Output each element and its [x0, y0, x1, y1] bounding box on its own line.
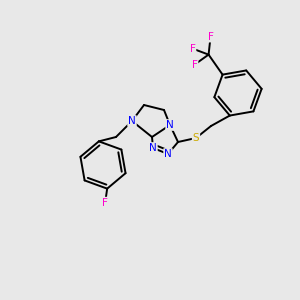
- Text: F: F: [102, 198, 108, 208]
- Text: N: N: [149, 143, 157, 153]
- Text: F: F: [190, 44, 196, 54]
- Text: F: F: [192, 60, 197, 70]
- Text: N: N: [164, 149, 172, 159]
- Text: N: N: [128, 116, 136, 126]
- Text: F: F: [208, 32, 214, 42]
- Text: S: S: [193, 133, 199, 143]
- Text: N: N: [166, 120, 174, 130]
